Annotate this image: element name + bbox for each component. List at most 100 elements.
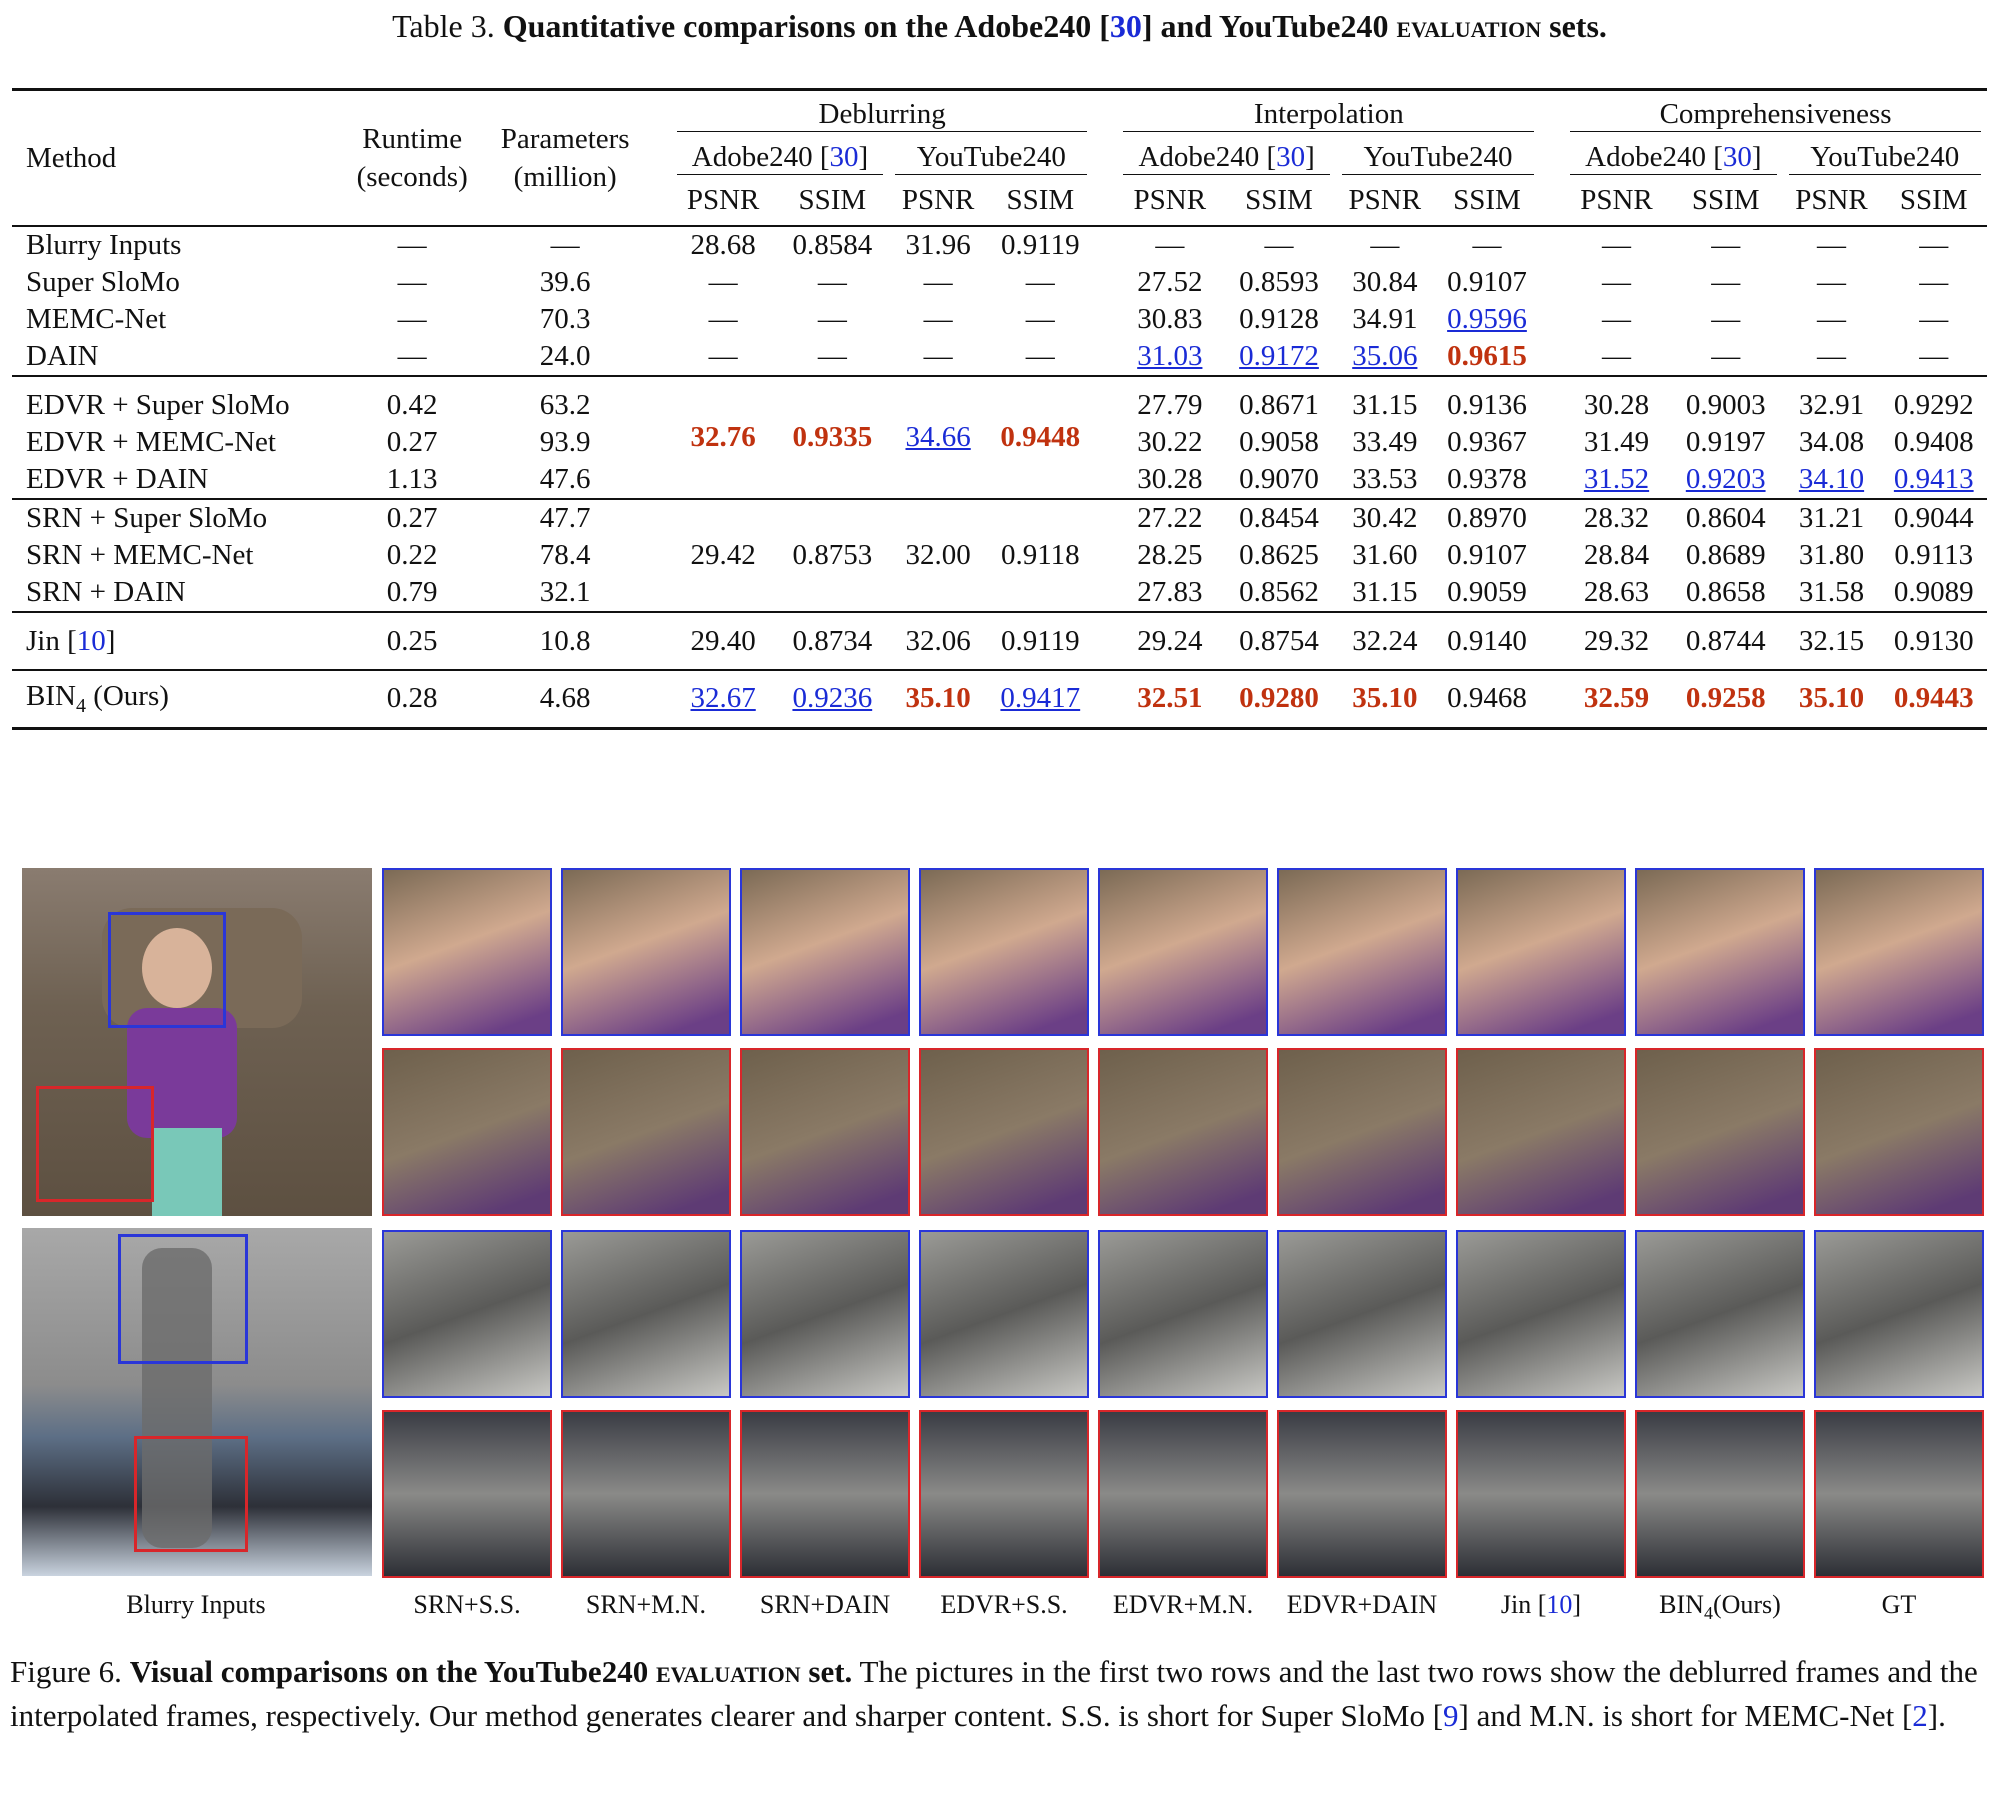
deblurred-face-crop-image: [1098, 868, 1268, 1036]
table-caption: Table 3. Quantitative comparisons on the…: [392, 8, 1607, 44]
psnr-header: PSNR: [901, 184, 975, 216]
interpolated-cat-lower-crop-image: [740, 1410, 910, 1578]
ref-link-10[interactable]: 10: [76, 624, 106, 657]
interpolated-cat-upper-crop-image: [1814, 1230, 1984, 1398]
interpolated-cat-lower-crop-image: [919, 1410, 1089, 1578]
interpolated-cat-lower-crop-image: [1814, 1410, 1984, 1578]
deblurred-face-crop-image: [919, 868, 1089, 1036]
blurry-input-cat-image: [22, 1228, 372, 1576]
column-label: Blurry Inputs: [126, 1590, 266, 1619]
subheader-adobe: Adobe240 [30]: [1123, 140, 1330, 175]
table-row: MEMC-Net —70.3 — — — — 30.83 0.9128 34.91 0.959…: [26, 303, 1949, 335]
ssim-header: SSIM: [798, 184, 867, 216]
table-row: BIN4 (Ours) 0.28 4.68 32.67 0.9236 35.10 0.9…: [12, 669, 1987, 730]
deblurred-hand-crop-image: [740, 1048, 910, 1216]
runtime-header: Runtime (seconds): [340, 88, 484, 226]
deblurred-hand-crop-image: [561, 1048, 731, 1216]
interpolated-cat-lower-crop-image: [1635, 1410, 1805, 1578]
psnr-header: PSNR: [1348, 184, 1422, 216]
group-interpolation: Interpolation: [1123, 98, 1535, 132]
column-label: EDVR+M.N.: [1112, 1590, 1254, 1619]
column-label: SRN+DAIN: [759, 1590, 891, 1619]
table-row: SRN + DAIN 0.79 32.1 27.83 0.8562 31.15 0.905…: [26, 576, 1974, 608]
results-table: Method Runtime (seconds) Parameters (milli…: [12, 88, 1987, 730]
ssim-header: SSIM: [1006, 184, 1075, 216]
interpolated-cat-lower-crop-image: [561, 1410, 731, 1578]
ref-link-30[interactable]: 30: [829, 140, 859, 173]
table-row: DAIN —24.0 — — — — 31.03 0.9172 35.06 0.9615 — —…: [26, 340, 1949, 372]
interpolated-cat-upper-crop-image: [561, 1230, 731, 1398]
interpolated-cat-upper-crop-image: [1635, 1230, 1805, 1398]
interpolated-cat-lower-crop-image: [1277, 1410, 1447, 1578]
subheader-youtube: YouTube240: [895, 141, 1088, 175]
ref-link-30[interactable]: 30: [1722, 140, 1752, 173]
ssim-header: SSIM: [1245, 184, 1313, 216]
interpolated-cat-lower-crop-image: [382, 1410, 552, 1578]
interpolated-cat-lower-crop-image: [1456, 1410, 1626, 1578]
ref-link-2[interactable]: 2: [1912, 1698, 1928, 1733]
deblurred-hand-crop-image: [919, 1048, 1089, 1216]
deblurred-hand-crop-image: [1456, 1048, 1626, 1216]
red-crop-box: [134, 1436, 248, 1552]
blue-crop-box: [118, 1234, 248, 1364]
blue-crop-box: [108, 912, 226, 1028]
deblurred-hand-crop-image: [382, 1048, 552, 1216]
blurry-input-girl-image: [22, 868, 372, 1216]
table-row: Blurry Inputs — — 28.68 0.8584 31.96 0.9119 —…: [12, 225, 1987, 264]
column-label: EDVR+DAIN: [1286, 1590, 1438, 1619]
deblurred-face-crop-image: [740, 868, 910, 1036]
group-deblurring: Deblurring: [676, 98, 1088, 132]
ref-link-30[interactable]: 30: [1109, 8, 1142, 44]
column-label: BIN4(Ours): [1659, 1590, 1781, 1624]
deblurred-hand-crop-image: [1814, 1048, 1984, 1216]
subheader-youtube: YouTube240: [1341, 141, 1535, 175]
subheader-adobe: Adobe240 [30]: [1570, 140, 1777, 175]
group-comprehensiveness: Comprehensiveness: [1570, 98, 1981, 132]
deblurred-face-crop-image: [1814, 868, 1984, 1036]
column-label: Jin [10]: [1500, 1590, 1582, 1619]
interpolated-cat-upper-crop-image: [382, 1230, 552, 1398]
interpolated-cat-upper-crop-image: [740, 1230, 910, 1398]
interpolated-cat-lower-crop-image: [1098, 1410, 1268, 1578]
red-crop-box: [36, 1086, 154, 1202]
subheader-youtube: YouTube240: [1788, 141, 1981, 175]
deblurred-hand-crop-image: [1098, 1048, 1268, 1216]
column-label: SRN+S.S.: [413, 1590, 521, 1619]
column-label: GT: [1881, 1590, 1917, 1619]
table-row: EDVR + DAIN 1.13 47.6 30.28 0.9070 33.53 0.93…: [26, 463, 1974, 495]
interpolated-cat-upper-crop-image: [1098, 1230, 1268, 1398]
table-row: EDVR + MEMC-Net 0.27 93.9 30.22 0.9058 33.49…: [26, 426, 1974, 458]
table-row: Jin [10] 0.25 10.8 29.40 0.8734 32.06 0.9119…: [12, 611, 1987, 670]
interpolated-cat-upper-crop-image: [1456, 1230, 1626, 1398]
deblurred-face-crop-image: [1635, 868, 1805, 1036]
table-row: SRN + Super SloMo 0.27 47.7 29.42 0.8753 32.…: [12, 498, 1987, 612]
ssim-header: SSIM: [1453, 184, 1521, 216]
column-label: SRN+M.N.: [585, 1590, 707, 1619]
figure-caption: Figure 6. Visual comparisons on the YouT…: [10, 1654, 1978, 1733]
deblurred-face-crop-image: [382, 868, 552, 1036]
psnr-header: PSNR: [686, 184, 760, 216]
interpolated-cat-upper-crop-image: [919, 1230, 1089, 1398]
ssim-header: SSIM: [1691, 184, 1760, 216]
psnr-header: PSNR: [1795, 184, 1868, 216]
deblurred-hand-crop-image: [1635, 1048, 1805, 1216]
ref-link-30[interactable]: 30: [1276, 140, 1306, 173]
params-header: Parameters (million): [483, 88, 647, 226]
table-row: SRN + MEMC-Net 0.22 78.4 28.25 0.8625 31.60 0…: [26, 539, 1974, 571]
psnr-header: PSNR: [1133, 184, 1207, 216]
psnr-header: PSNR: [1580, 184, 1653, 216]
interpolated-cat-upper-crop-image: [1277, 1230, 1447, 1398]
deblurred-face-crop-image: [1456, 868, 1626, 1036]
ref-link-9[interactable]: 9: [1443, 1698, 1459, 1733]
column-label: EDVR+S.S.: [940, 1590, 1068, 1619]
table-row: EDVR + Super SloMo 0.42 63.2 32.76 0.9335 34…: [12, 375, 1987, 499]
deblurred-face-crop-image: [561, 868, 731, 1036]
subheader-adobe: Adobe240 [30]: [676, 140, 884, 175]
table-row: Super SloMo —39.6 — — — — 27.52 0.8593 30.84 0.…: [26, 266, 1949, 298]
deblurred-face-crop-image: [1277, 868, 1447, 1036]
figure-6: [22, 868, 1984, 1585]
ref-link-10[interactable]: 10: [1546, 1590, 1573, 1619]
deblurred-hand-crop-image: [1277, 1048, 1447, 1216]
method-header: Method: [12, 88, 341, 226]
ssim-header: SSIM: [1899, 184, 1968, 216]
